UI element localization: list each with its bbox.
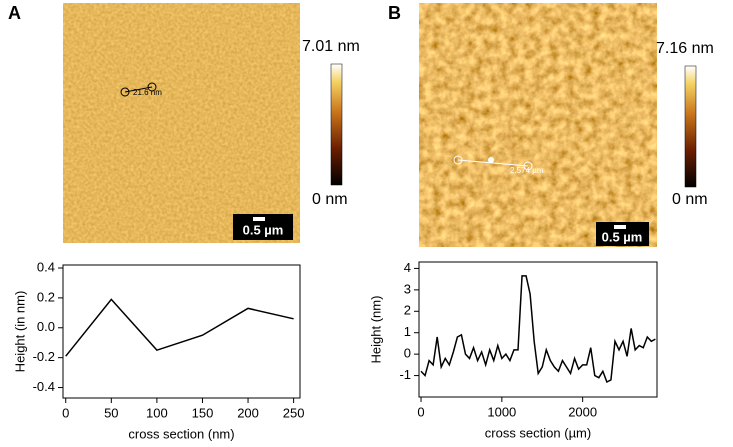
y-tick-label: 3: [404, 281, 411, 296]
measure-line: [457, 159, 529, 167]
y-axis-label: Height (nm): [368, 296, 383, 364]
y-tick-label: -1: [399, 367, 411, 382]
x-tick-label: 50: [104, 405, 118, 420]
measurement: 2.574 µm: [510, 166, 544, 175]
data-line: [65, 298, 294, 357]
data-line: [420, 275, 656, 384]
y-tick-label: -0.4: [33, 379, 55, 394]
y-tick-label: 2: [404, 303, 411, 318]
y-tick-label: 0: [404, 346, 411, 361]
panel-label: A: [8, 3, 21, 23]
colorbar-max: 7.16 nm: [656, 40, 714, 57]
measure-marker: [120, 87, 130, 97]
colorbar-min: 0 nm: [672, 191, 708, 208]
panel-label: B: [388, 3, 401, 23]
measurement: 21.6 nm: [133, 88, 162, 97]
x-tick-label: 100: [146, 405, 168, 420]
colorbar: [684, 65, 697, 188]
y-tick-label: 1: [404, 324, 411, 339]
scale-bar-label: 0.5 µm: [243, 222, 284, 237]
colorbar-max: 7.01 nm: [302, 38, 360, 55]
x-tick-label: 200: [237, 405, 259, 420]
afm-image: [419, 3, 657, 247]
colorbar-min: 0 nm: [312, 191, 348, 208]
y-tick-label: 4: [404, 260, 411, 275]
scale-bar-label: 0.5 µm: [602, 229, 643, 244]
x-axis-label: cross section (µm): [485, 425, 591, 440]
scale-bar: [253, 217, 265, 221]
y-tick-label: 0.4: [37, 259, 55, 274]
x-tick-label: 150: [192, 405, 214, 420]
x-tick-label: 0: [417, 404, 424, 419]
colorbar: [330, 63, 343, 186]
plot-frame: [62, 264, 301, 399]
y-axis-label: Height (in nm): [12, 291, 27, 373]
x-tick-label: 1000: [487, 404, 516, 419]
measure-marker: [523, 161, 533, 171]
plot-frame: [418, 261, 658, 398]
measure-marker: [488, 157, 494, 163]
y-tick-label: -0.2: [33, 349, 55, 364]
scale-bar: [614, 225, 626, 229]
measure-line: [124, 86, 153, 93]
x-tick-label: 0: [62, 405, 69, 420]
x-axis-label: cross section (nm): [128, 426, 234, 441]
x-tick-label: 250: [283, 405, 305, 420]
measure-marker: [147, 82, 157, 92]
y-tick-label: 0.0: [37, 319, 55, 334]
x-tick-label: 2000: [568, 404, 597, 419]
measure-marker: [453, 155, 463, 165]
y-tick-label: 0.2: [37, 289, 55, 304]
afm-image: [63, 3, 300, 243]
